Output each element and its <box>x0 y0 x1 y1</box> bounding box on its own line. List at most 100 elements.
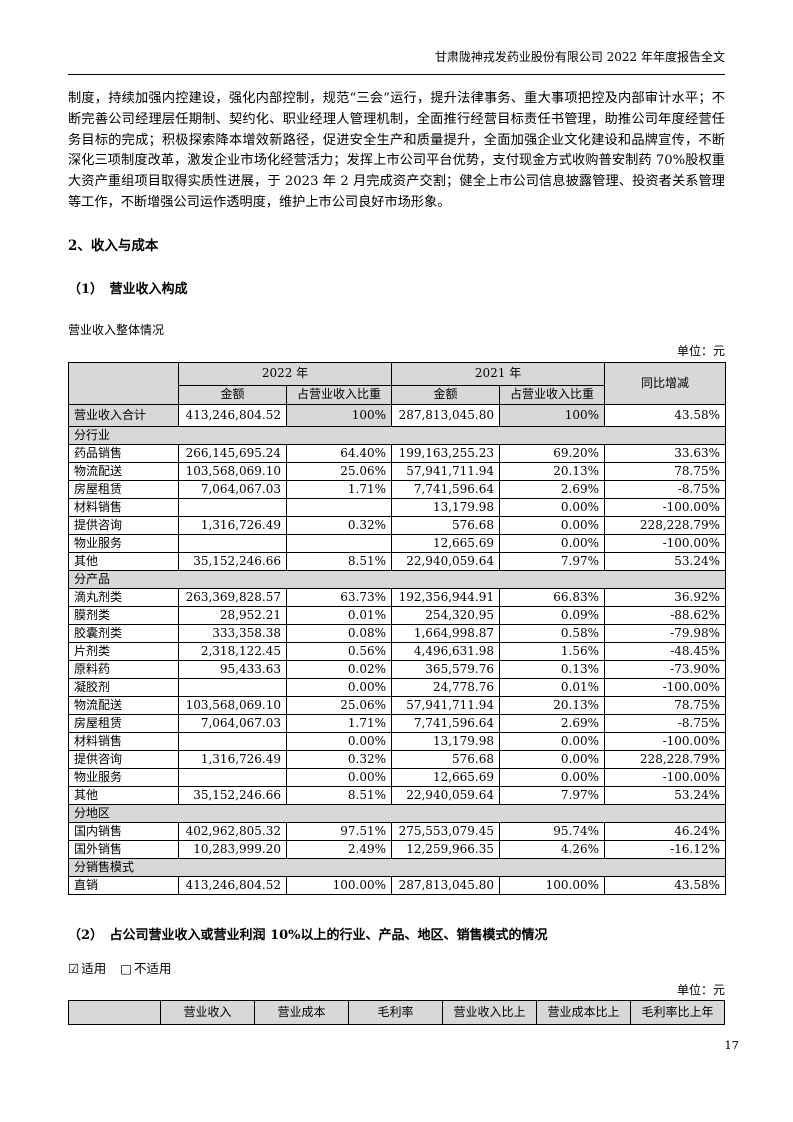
ratio-2022-header: 占营业收入比重 <box>285 384 393 405</box>
yoy-cell: 36.92% <box>604 587 727 607</box>
yoy-cell: -8.75% <box>604 713 727 733</box>
ratio-2021-cell: 100.00% <box>499 875 606 895</box>
ratio-2021-cell: 69.20% <box>499 443 606 463</box>
yoy-cell: -73.90% <box>604 659 727 679</box>
yoy-cell: 46.24% <box>604 821 727 841</box>
row-label-cell: 房屋租赁 <box>68 713 179 733</box>
section-label-cell: 分行业 <box>67 425 727 445</box>
amount-2022-cell: 7,064,067.03 <box>178 479 287 499</box>
amount-2021-header: 金额 <box>391 384 501 405</box>
ratio-2022-cell: 0.00% <box>285 731 393 751</box>
amount-2022-cell <box>178 497 287 517</box>
year-2021-header: 2021 年 <box>391 361 606 386</box>
yoy-cell: -100.00% <box>604 731 727 751</box>
body-paragraph: 制度，持续加强内控建设，强化内部控制，规范“三会”运行，提升法律事务、重大事项把… <box>68 91 725 210</box>
amount-2021-cell: 287,813,045.80 <box>391 875 501 895</box>
amount-2022-cell: 1,316,726.49 <box>178 515 287 535</box>
yoy-cell: 53.24% <box>604 785 727 805</box>
amount-2021-cell: 57,941,711.94 <box>391 461 501 481</box>
yoy-cell: 43.58% <box>604 875 727 895</box>
amount-2022-cell <box>178 533 287 553</box>
ratio-2021-cell: 2.69% <box>499 713 606 733</box>
subsection-title-revenue-composition: （1） 营业收入构成 <box>68 281 188 297</box>
amount-2021-cell: 287,813,045.80 <box>391 403 501 427</box>
row-label-cell: 材料销售 <box>68 497 179 517</box>
section-header-row: 分销售模式 <box>67 857 727 877</box>
ratio-2022-cell: 100.00% <box>285 875 393 895</box>
segment-corner-cell <box>68 999 161 1025</box>
ratio-2021-cell: 0.13% <box>499 659 606 679</box>
yoy-cell: -100.00% <box>604 497 727 517</box>
yoy-cell: -100.00% <box>604 677 727 697</box>
ratio-2022-cell: 2.49% <box>285 839 393 859</box>
ratio-2021-cell: 66.83% <box>499 587 606 607</box>
ratio-2022-cell: 8.51% <box>285 785 393 805</box>
ratio-2021-cell: 2.69% <box>499 479 606 499</box>
row-label-cell: 药品销售 <box>68 443 179 463</box>
row-label-cell: 物流配送 <box>68 461 179 481</box>
checked-checkbox-icon: ☑ <box>68 960 80 976</box>
section-label-cell: 分地区 <box>67 803 727 823</box>
yoy-cell: 43.58% <box>604 403 727 427</box>
ratio-2021-cell: 20.13% <box>499 461 606 481</box>
amount-2022-cell: 95,433.63 <box>178 659 287 679</box>
total-row: 营业收入合计 413,246,804.52 100% 287,813,045.80 10… <box>68 403 727 427</box>
revenue-table-header-row-1: 2022 年 2021 年 同比增减 <box>68 361 727 405</box>
revenue-table-header-row-2: 金额 占营业收入比重 金额 占营业收入比重 <box>69 384 726 405</box>
segment-header-cell: 毛利率 <box>348 999 443 1025</box>
amount-2021-cell: 7,741,596.64 <box>391 713 501 733</box>
ratio-2022-cell: 8.51% <box>285 551 393 571</box>
row-label-cell: 提供咨询 <box>68 515 179 535</box>
row-label-cell: 凝胶剂 <box>68 677 179 697</box>
ratio-2021-cell: 1.56% <box>499 641 606 661</box>
table-row: 直销 413,246,804.52 100.00% 287,813,045.80 100… <box>68 875 727 895</box>
yoy-cell: -16.12% <box>604 839 727 859</box>
revenue-table-caption: 营业收入整体情况 <box>68 322 165 337</box>
page-header: 甘肃陇神戎发药业股份有限公司 2022 年年度报告全文 <box>68 50 725 75</box>
amount-2021-cell: 12,665.69 <box>391 533 501 553</box>
table-row: 提供咨询 1,316,726.49 0.32% 576.68 0.00% 228,228.… <box>68 749 727 769</box>
ratio-2022-cell: 25.06% <box>285 461 393 481</box>
amount-2022-cell: 35,152,246.66 <box>178 551 287 571</box>
amount-2021-cell: 12,665.69 <box>391 767 501 787</box>
yoy-cell: 78.75% <box>604 461 727 481</box>
ratio-2021-cell: 0.01% <box>499 677 606 697</box>
amount-2021-cell: 22,940,059.64 <box>391 785 501 805</box>
section-header-row: 分产品 <box>67 569 727 589</box>
amount-2022-cell: 263,369,828.57 <box>178 587 287 607</box>
table-row: 国外销售 10,283,999.20 2.49% 12,259,966.35 4.26%… <box>68 839 727 859</box>
amount-2022-cell: 2,318,122.45 <box>178 641 287 661</box>
table-row: 药品销售 266,145,695.24 64.40% 199,163,255.23 69… <box>68 443 727 463</box>
row-label-cell: 片剂类 <box>68 641 179 661</box>
ratio-2022-cell: 0.08% <box>285 623 393 643</box>
yoy-cell: 228,228.79% <box>604 515 727 535</box>
row-label-cell: 营业收入合计 <box>68 403 179 427</box>
ratio-2022-cell: 0.00% <box>285 677 393 697</box>
ratio-2021-cell: 95.74% <box>499 821 606 841</box>
ratio-2022-cell: 0.02% <box>285 659 393 679</box>
ratio-2021-cell: 0.00% <box>499 731 606 751</box>
ratio-2022-cell: 25.06% <box>285 695 393 715</box>
ratio-2022-cell: 0.32% <box>285 749 393 769</box>
yoy-header: 同比增减 <box>604 361 727 405</box>
ratio-2022-cell: 1.71% <box>285 713 393 733</box>
amount-2022-header: 金额 <box>178 384 287 405</box>
ratio-2022-cell <box>285 533 393 553</box>
row-label-cell: 房屋租赁 <box>68 479 179 499</box>
segment-header-cell: 营业成本比上 <box>536 999 631 1025</box>
applicable-label: 适用 <box>81 960 107 976</box>
segment-header-cell: 营业收入 <box>160 999 255 1025</box>
amount-2022-cell <box>178 731 287 751</box>
section-title-income-cost: 2、收入与成本 <box>68 237 159 254</box>
ratio-2021-cell: 20.13% <box>499 695 606 715</box>
table-row: 凝胶剂 0.00% 24,778.76 0.01% -100.00% <box>68 677 727 697</box>
page-number: 17 <box>724 1038 739 1052</box>
amount-2021-cell: 576.68 <box>391 749 501 769</box>
unit-label-1: 单位：元 <box>676 343 725 358</box>
ratio-2021-cell: 0.00% <box>499 767 606 787</box>
amount-2022-cell: 103,568,069.10 <box>178 461 287 481</box>
amount-2021-cell: 24,778.76 <box>391 677 501 697</box>
ratio-2022-cell <box>285 497 393 517</box>
amount-2022-cell: 413,246,804.52 <box>178 403 287 427</box>
segment-table-header-row: 营业收入 营业成本 毛利率 营业收入比上 营业成本比上 毛利率比上年 <box>68 999 725 1025</box>
